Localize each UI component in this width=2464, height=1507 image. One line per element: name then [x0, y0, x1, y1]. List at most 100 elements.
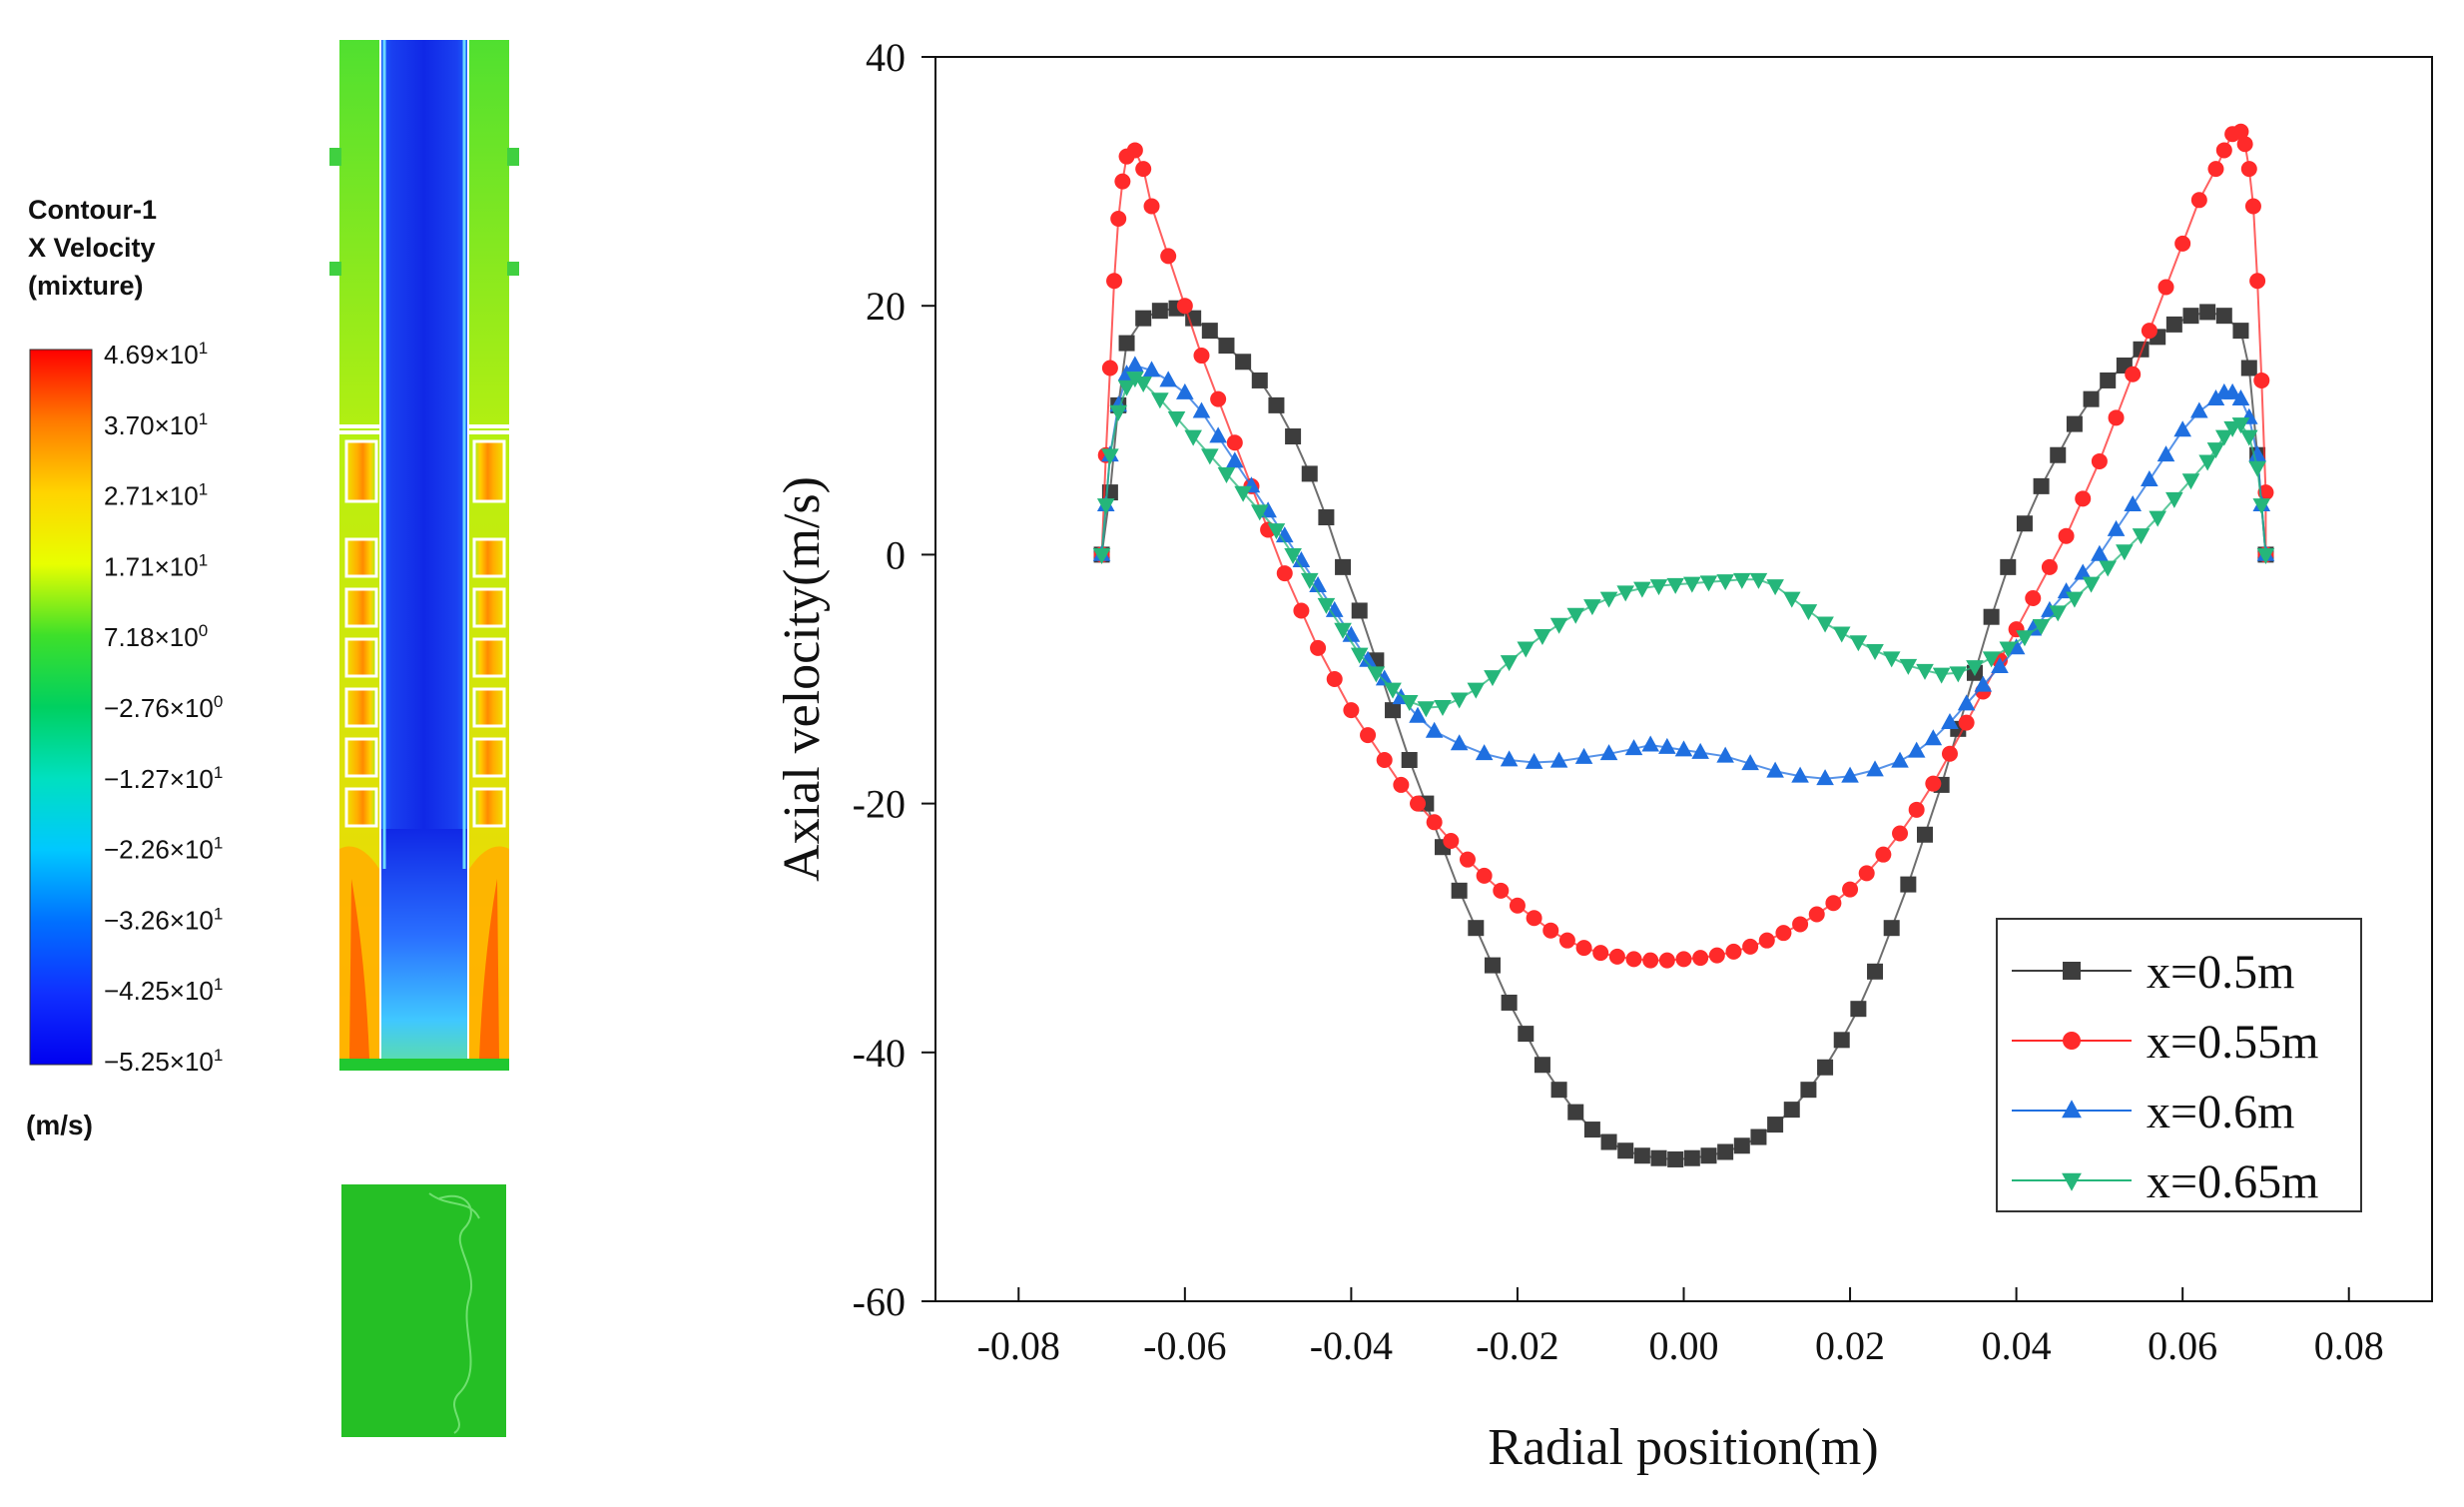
data-point — [1476, 867, 1493, 884]
data-point — [1185, 310, 1202, 327]
data-point — [1334, 622, 1352, 639]
data-point — [1534, 628, 1551, 645]
data-point — [1167, 410, 1186, 427]
data-point — [1267, 523, 1286, 540]
data-point — [1325, 600, 1344, 617]
data-point — [1767, 1117, 1784, 1133]
data-point — [1385, 702, 1402, 719]
line-chart: -0.08 -0.06 -0.04 -0.02 0.00 0.02 0.04 0.06 0.08… — [774, 35, 2433, 1476]
data-point — [1616, 585, 1635, 602]
data-point — [1209, 426, 1227, 443]
data-point — [1841, 766, 1859, 783]
data-point — [1393, 776, 1410, 793]
data-point — [1708, 947, 1725, 964]
data-point — [1176, 382, 1194, 399]
data-point — [2248, 460, 2266, 477]
contour-cell — [344, 787, 378, 828]
data-point — [1866, 760, 1884, 777]
data-point — [1566, 607, 1585, 624]
data-point — [2141, 470, 2158, 487]
data-point — [1625, 951, 1642, 968]
data-point — [2083, 390, 2100, 407]
data-point — [2199, 304, 2216, 321]
y-axis-label: Axial velocity(m/s) — [774, 476, 831, 882]
data-point — [1642, 952, 1659, 969]
data-point — [1792, 916, 1809, 933]
legend: x=0.5m x=0.55m x=0.6m x=0.65m — [1996, 918, 2362, 1212]
data-point — [2215, 308, 2232, 325]
x-tick-label: -0.04 — [1310, 1323, 1393, 1368]
data-point — [1683, 1149, 1700, 1166]
contour-cell — [344, 587, 378, 628]
data-point — [2091, 544, 2109, 561]
colorbar-tick-label: 2.71×101 — [104, 480, 208, 511]
data-point — [1518, 1026, 1535, 1043]
data-point — [2082, 576, 2101, 593]
data-point — [1907, 741, 1926, 758]
data-point — [1226, 434, 1243, 451]
data-point — [1692, 950, 1709, 967]
data-point — [1284, 548, 1302, 564]
data-point — [2041, 558, 2058, 575]
series-x=0.65m — [1092, 372, 2275, 718]
data-point — [2232, 323, 2249, 340]
data-point — [2206, 442, 2225, 459]
data-point — [1096, 498, 1115, 515]
data-point — [1176, 298, 1193, 315]
y-tick-label: 20 — [866, 284, 906, 329]
data-point — [1991, 656, 2009, 673]
data-point — [1675, 951, 1692, 968]
data-point — [1451, 882, 1468, 899]
data-point — [2125, 366, 2142, 382]
data-point — [1941, 745, 1958, 762]
data-point — [1867, 963, 1884, 980]
data-point — [2108, 409, 2125, 426]
data-point — [1983, 608, 2000, 625]
data-point — [1410, 795, 1427, 812]
y-tick-label: 40 — [866, 35, 906, 80]
data-point — [1300, 572, 1319, 589]
data-point — [2149, 510, 2166, 527]
data-point — [1475, 744, 1494, 761]
contour-title-line: X Velocity — [28, 233, 156, 263]
data-point — [1126, 372, 1144, 388]
data-point — [1409, 706, 1427, 723]
data-point — [2107, 519, 2126, 536]
data-point — [2182, 308, 2199, 325]
data-point — [1318, 509, 1335, 526]
data-point — [1275, 526, 1294, 543]
data-point — [1608, 948, 1625, 965]
x-axis-label: Radial position(m) — [1488, 1419, 1878, 1476]
colorbar-tick-label: −4.25×101 — [104, 975, 223, 1006]
data-point — [1117, 379, 1136, 396]
data-point — [1459, 851, 1476, 868]
legend-label: x=0.6m — [2147, 1086, 2294, 1138]
data-point — [1134, 377, 1152, 393]
data-point — [1401, 751, 1418, 768]
data-point — [1101, 448, 1119, 465]
data-point — [1899, 658, 1918, 675]
series-x=0.6m — [1092, 356, 2275, 786]
contour-cell — [472, 637, 506, 678]
data-point — [1558, 932, 1575, 949]
x-tick-label: 0.06 — [2148, 1323, 2217, 1368]
data-point — [2244, 198, 2261, 215]
contour-cell — [344, 637, 378, 678]
contour-panel: Contour-1 X Velocity (mixture) 4.69×101 3… — [26, 40, 519, 1437]
data-point — [2231, 389, 2250, 406]
data-point — [1501, 994, 1518, 1011]
data-point — [1583, 1122, 1600, 1138]
data-point — [1443, 832, 1460, 849]
data-point — [1658, 737, 1676, 754]
data-point — [1110, 210, 1127, 227]
data-point — [1218, 338, 1235, 355]
data-point — [1450, 692, 1469, 709]
data-point — [2223, 382, 2241, 399]
data-point — [2253, 372, 2270, 388]
data-point — [1716, 574, 1734, 591]
data-point — [1891, 751, 1909, 768]
data-point — [1932, 667, 1951, 684]
data-point — [1285, 428, 1302, 445]
data-point — [2100, 372, 2117, 388]
